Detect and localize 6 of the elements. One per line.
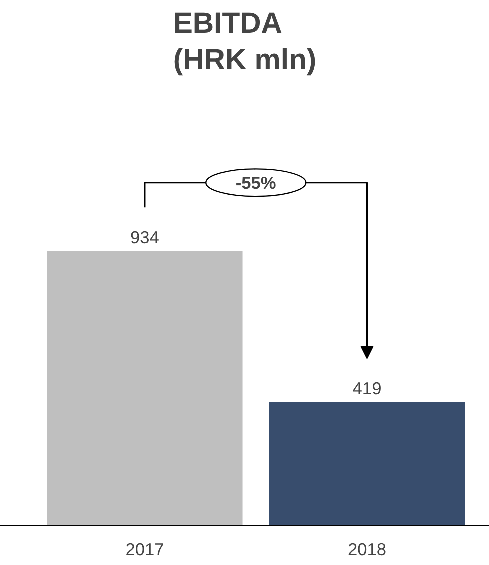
x-tick-label: 2017 [126, 540, 164, 560]
text: -55% [236, 172, 276, 193]
data-label: 934 [130, 227, 160, 248]
chart-title: EBITDA (HRK mln) [173, 7, 317, 76]
data-label: 419 [352, 378, 382, 399]
x-tick-label: 2018 [348, 540, 387, 560]
